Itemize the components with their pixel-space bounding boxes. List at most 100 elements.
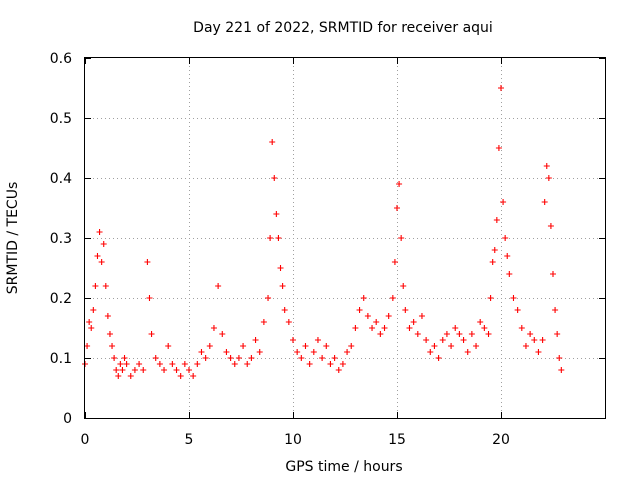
y-tick-label: 0.4: [50, 171, 72, 187]
data-point: [260, 319, 267, 325]
data-point: [323, 343, 330, 349]
data-point: [435, 355, 442, 361]
data-point: [489, 259, 496, 265]
data-point: [88, 325, 95, 331]
data-point: [550, 271, 556, 277]
data-point: [360, 295, 367, 301]
data-point: [398, 235, 405, 241]
data-point: [190, 373, 197, 379]
data-point: [202, 355, 209, 361]
chart-title: Day 221 of 2022, SRMTID for receiver aqu…: [193, 20, 493, 36]
data-point: [527, 331, 534, 337]
data-point: [277, 265, 284, 271]
data-point: [410, 319, 417, 325]
data-point: [518, 325, 525, 331]
data-point: [113, 367, 120, 373]
data-point: [109, 343, 116, 349]
data-point: [547, 223, 554, 229]
data-point: [231, 361, 238, 367]
data-point: [177, 373, 184, 379]
data-point: [452, 325, 459, 331]
data-point: [127, 373, 134, 379]
data-point: [545, 175, 552, 181]
data-point: [173, 367, 180, 373]
data-point: [448, 343, 455, 349]
data-point: [92, 283, 99, 289]
data-point: [331, 355, 338, 361]
data-points: [82, 85, 565, 379]
data-point: [352, 325, 359, 331]
x-tick-label: 5: [185, 432, 194, 448]
data-point: [314, 337, 321, 343]
data-point: [119, 367, 126, 373]
data-point: [215, 283, 222, 289]
data-point: [543, 163, 550, 169]
data-point: [285, 319, 292, 325]
y-tick-label: 0.1: [50, 351, 72, 367]
data-point: [394, 205, 400, 211]
data-point: [161, 367, 168, 373]
data-point: [96, 229, 103, 235]
data-point: [156, 361, 163, 367]
data-point: [431, 343, 438, 349]
data-point: [281, 307, 288, 313]
data-point: [186, 367, 192, 373]
y-axis-label: SRMTID / TECUs: [5, 182, 21, 295]
data-point: [240, 343, 247, 349]
data-point: [148, 331, 155, 337]
data-point: [84, 343, 91, 349]
data-point: [248, 355, 255, 361]
data-point: [400, 283, 407, 289]
data-point: [269, 139, 276, 145]
data-point: [414, 331, 421, 337]
data-point: [267, 235, 274, 241]
data-point: [210, 325, 217, 331]
x-tick-label: 15: [388, 432, 406, 448]
data-point: [131, 367, 138, 373]
data-point: [275, 235, 282, 241]
data-point: [206, 343, 213, 349]
grid: [85, 58, 605, 418]
data-point: [531, 337, 538, 343]
data-point: [294, 349, 301, 355]
data-point: [123, 361, 130, 367]
data-point: [539, 337, 546, 343]
data-point: [235, 355, 242, 361]
data-point: [504, 253, 511, 259]
data-point: [256, 349, 263, 355]
data-point: [273, 211, 280, 217]
data-point: [244, 361, 251, 367]
y-tick-label: 0.5: [50, 111, 72, 127]
data-point: [356, 307, 363, 313]
data-point: [100, 241, 107, 247]
data-point: [485, 331, 492, 337]
data-point: [402, 307, 409, 313]
data-point: [169, 361, 176, 367]
data-point: [327, 361, 334, 367]
plot-frame: [84, 57, 606, 419]
data-point: [102, 283, 109, 289]
data-point: [473, 343, 480, 349]
data-point: [290, 337, 296, 343]
data-point: [339, 361, 346, 367]
data-point: [298, 355, 305, 361]
data-point: [165, 343, 172, 349]
data-point: [498, 85, 504, 91]
data-point: [373, 319, 380, 325]
data-point: [495, 145, 502, 151]
y-tick-label: 0.3: [50, 231, 72, 247]
data-point: [456, 331, 463, 337]
data-point: [558, 367, 565, 373]
data-point: [500, 199, 507, 205]
data-point: [427, 349, 434, 355]
data-point: [146, 295, 153, 301]
data-point: [423, 337, 430, 343]
data-point: [219, 331, 226, 337]
data-point: [94, 253, 101, 259]
x-tick-label: 20: [492, 432, 510, 448]
data-point: [377, 331, 384, 337]
y-tick-label: 0.6: [50, 51, 72, 67]
x-axis-label: GPS time / hours: [285, 459, 402, 475]
data-point: [554, 331, 561, 337]
